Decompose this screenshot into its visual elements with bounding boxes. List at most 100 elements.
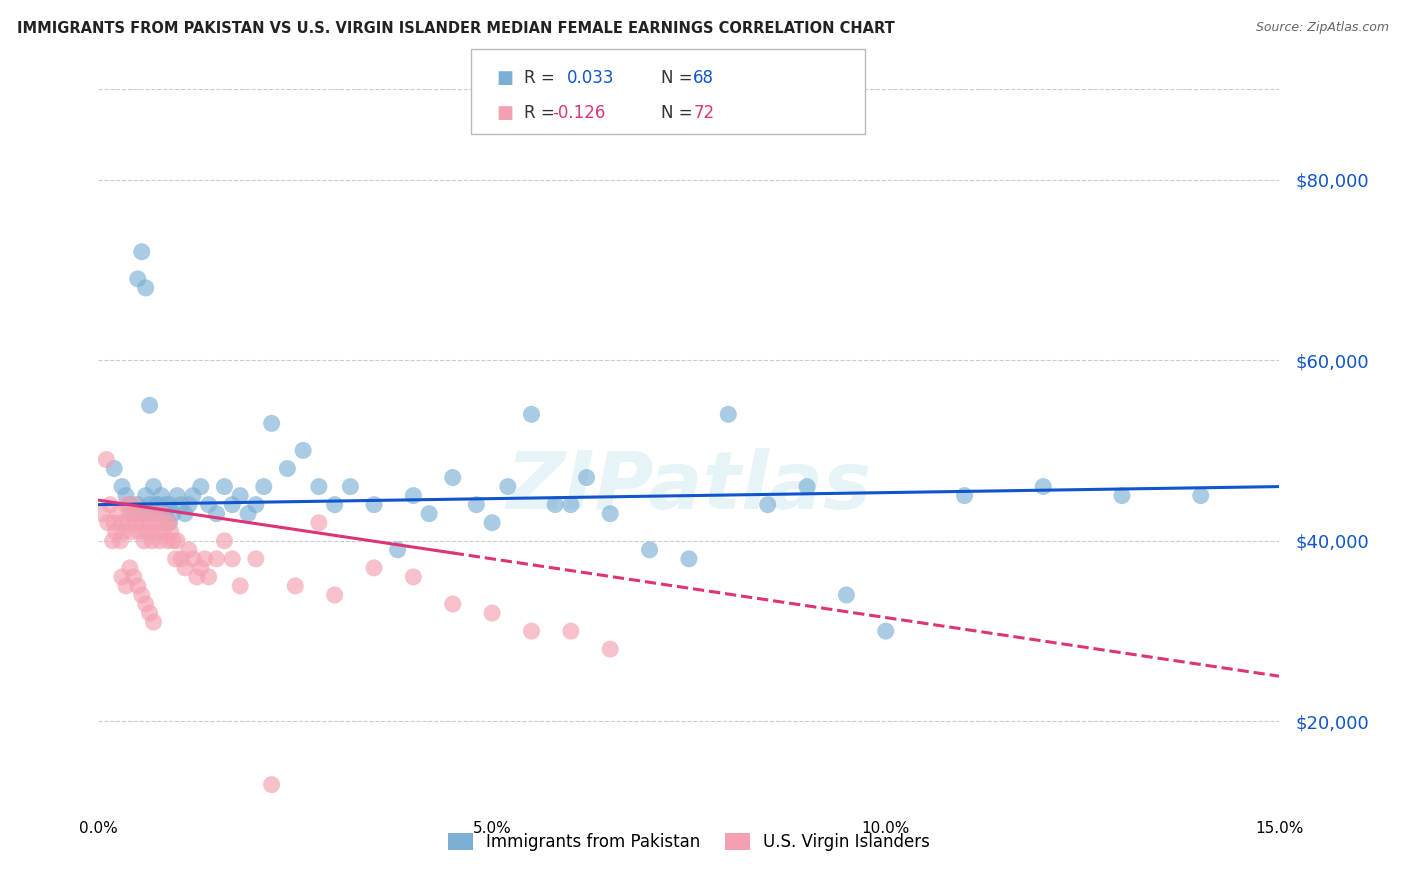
Point — [229, 579, 252, 593]
Point — [520, 624, 543, 639]
Point — [142, 507, 165, 521]
Point — [107, 507, 129, 521]
Point — [122, 570, 145, 584]
Point — [162, 507, 184, 521]
Point — [1111, 489, 1133, 503]
Point — [835, 588, 858, 602]
Point — [104, 524, 127, 539]
Point — [142, 507, 165, 521]
Point — [115, 579, 138, 593]
Point — [157, 516, 180, 530]
Point — [174, 507, 197, 521]
Point — [465, 498, 488, 512]
Point — [117, 516, 139, 530]
Point — [190, 561, 212, 575]
Point — [157, 498, 180, 512]
Point — [138, 606, 160, 620]
Point — [111, 570, 134, 584]
Point — [131, 588, 153, 602]
Point — [186, 570, 208, 584]
Point — [166, 489, 188, 503]
Point — [575, 470, 598, 484]
Point — [118, 498, 141, 512]
Point — [146, 516, 169, 530]
Point — [481, 516, 503, 530]
Point — [138, 498, 160, 512]
Point — [91, 507, 114, 521]
Point — [160, 524, 183, 539]
Point — [138, 398, 160, 412]
Point — [177, 498, 200, 512]
Point — [103, 461, 125, 475]
Point — [138, 516, 160, 530]
Point — [1189, 489, 1212, 503]
Point — [221, 498, 243, 512]
Point — [205, 551, 228, 566]
Point — [560, 624, 582, 639]
Point — [170, 498, 193, 512]
Point — [441, 597, 464, 611]
Point — [135, 281, 157, 295]
Point — [162, 533, 184, 548]
Point — [131, 244, 153, 259]
Point — [520, 407, 543, 421]
Point — [121, 524, 143, 539]
Text: Source: ZipAtlas.com: Source: ZipAtlas.com — [1256, 21, 1389, 34]
Point — [260, 417, 283, 431]
Point — [560, 498, 582, 512]
Text: 68: 68 — [693, 69, 714, 87]
Point — [142, 480, 165, 494]
Point — [181, 551, 204, 566]
Point — [796, 480, 818, 494]
Point — [276, 461, 298, 475]
Point — [229, 489, 252, 503]
Point — [98, 498, 121, 512]
Point — [155, 507, 177, 521]
Point — [170, 551, 193, 566]
Point — [236, 507, 259, 521]
Point — [402, 489, 425, 503]
Point — [150, 507, 173, 521]
Point — [599, 507, 621, 521]
Point — [197, 570, 219, 584]
Point — [875, 624, 897, 639]
Point — [135, 507, 157, 521]
Point — [127, 498, 149, 512]
Legend: Immigrants from Pakistan, U.S. Virgin Islanders: Immigrants from Pakistan, U.S. Virgin Is… — [441, 826, 936, 857]
Point — [418, 507, 440, 521]
Text: 0.033: 0.033 — [567, 69, 614, 87]
Point — [110, 533, 132, 548]
Point — [131, 507, 153, 521]
Point — [122, 498, 145, 512]
Point — [112, 524, 135, 539]
Point — [111, 480, 134, 494]
Point — [101, 533, 124, 548]
Point — [678, 551, 700, 566]
Point — [136, 524, 159, 539]
Point — [141, 533, 163, 548]
Point — [363, 498, 385, 512]
Point — [197, 498, 219, 512]
Point — [115, 489, 138, 503]
Point — [339, 480, 361, 494]
Point — [441, 470, 464, 484]
Point — [131, 516, 153, 530]
Point — [323, 588, 346, 602]
Point — [111, 516, 134, 530]
Point — [245, 551, 267, 566]
Point — [194, 551, 217, 566]
Point — [481, 606, 503, 620]
Text: N =: N = — [661, 69, 692, 87]
Point — [166, 533, 188, 548]
Point — [152, 524, 174, 539]
Text: R =: R = — [524, 69, 555, 87]
Point — [260, 778, 283, 792]
Point — [142, 615, 165, 629]
Point — [146, 498, 169, 512]
Point — [177, 542, 200, 557]
Point — [717, 407, 740, 421]
Point — [165, 551, 187, 566]
Point — [155, 498, 177, 512]
Point — [118, 507, 141, 521]
Point — [127, 272, 149, 286]
